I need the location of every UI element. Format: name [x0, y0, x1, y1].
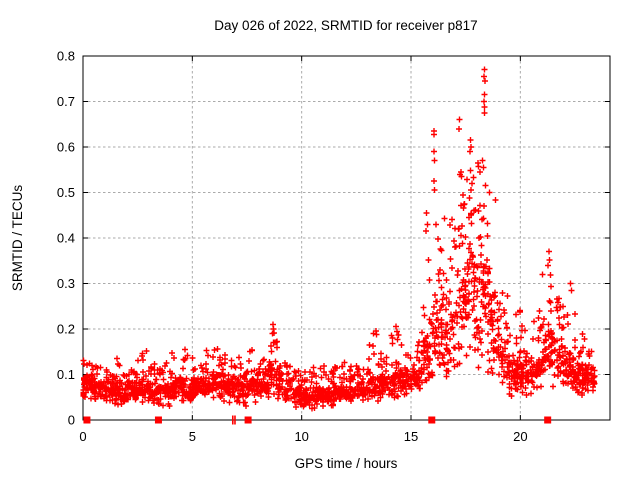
chart-title: Day 026 of 2022, SRMTID for receiver p81…	[214, 18, 477, 33]
baseline-bar-markers	[231, 415, 236, 425]
y-tick-label: 0.5	[57, 185, 75, 200]
x-tick-labels: 0 5 10 15 20	[79, 429, 527, 444]
x-axis-label: GPS time / hours	[295, 456, 398, 471]
baseline-bar-marker	[231, 415, 234, 425]
y-tick-label: 0.3	[57, 276, 75, 291]
y-tick-label: 0.7	[57, 94, 75, 109]
y-tick-label: 0.8	[57, 49, 75, 64]
x-tick-label: 5	[189, 429, 196, 444]
x-tick-label: 15	[404, 429, 418, 444]
y-tick-label: 0.6	[57, 140, 75, 155]
x-tick-label: 0	[79, 429, 86, 444]
x-tick-label: 10	[294, 429, 308, 444]
baseline-square-marker	[544, 416, 552, 424]
y-tick-labels: 0 0.1 0.2 0.3 0.4 0.5 0.6 0.7 0.8	[57, 49, 75, 428]
y-tick-label: 0.4	[57, 231, 75, 246]
scatter-points	[80, 66, 598, 412]
baseline-square-markers	[83, 416, 552, 424]
baseline-square-marker	[428, 416, 436, 424]
plot-border	[82, 55, 611, 421]
baseline-square-marker	[83, 416, 91, 424]
y-tick-label: 0	[68, 413, 75, 428]
baseline-bar-marker	[234, 415, 236, 425]
y-tick-label: 0.2	[57, 322, 75, 337]
y-axis-label: SRMTID / TECUs	[10, 185, 25, 292]
baseline-square-marker	[244, 416, 252, 424]
y-tick-label: 0.1	[57, 367, 75, 382]
baseline-square-marker	[154, 416, 162, 424]
x-tick-label: 20	[513, 429, 527, 444]
